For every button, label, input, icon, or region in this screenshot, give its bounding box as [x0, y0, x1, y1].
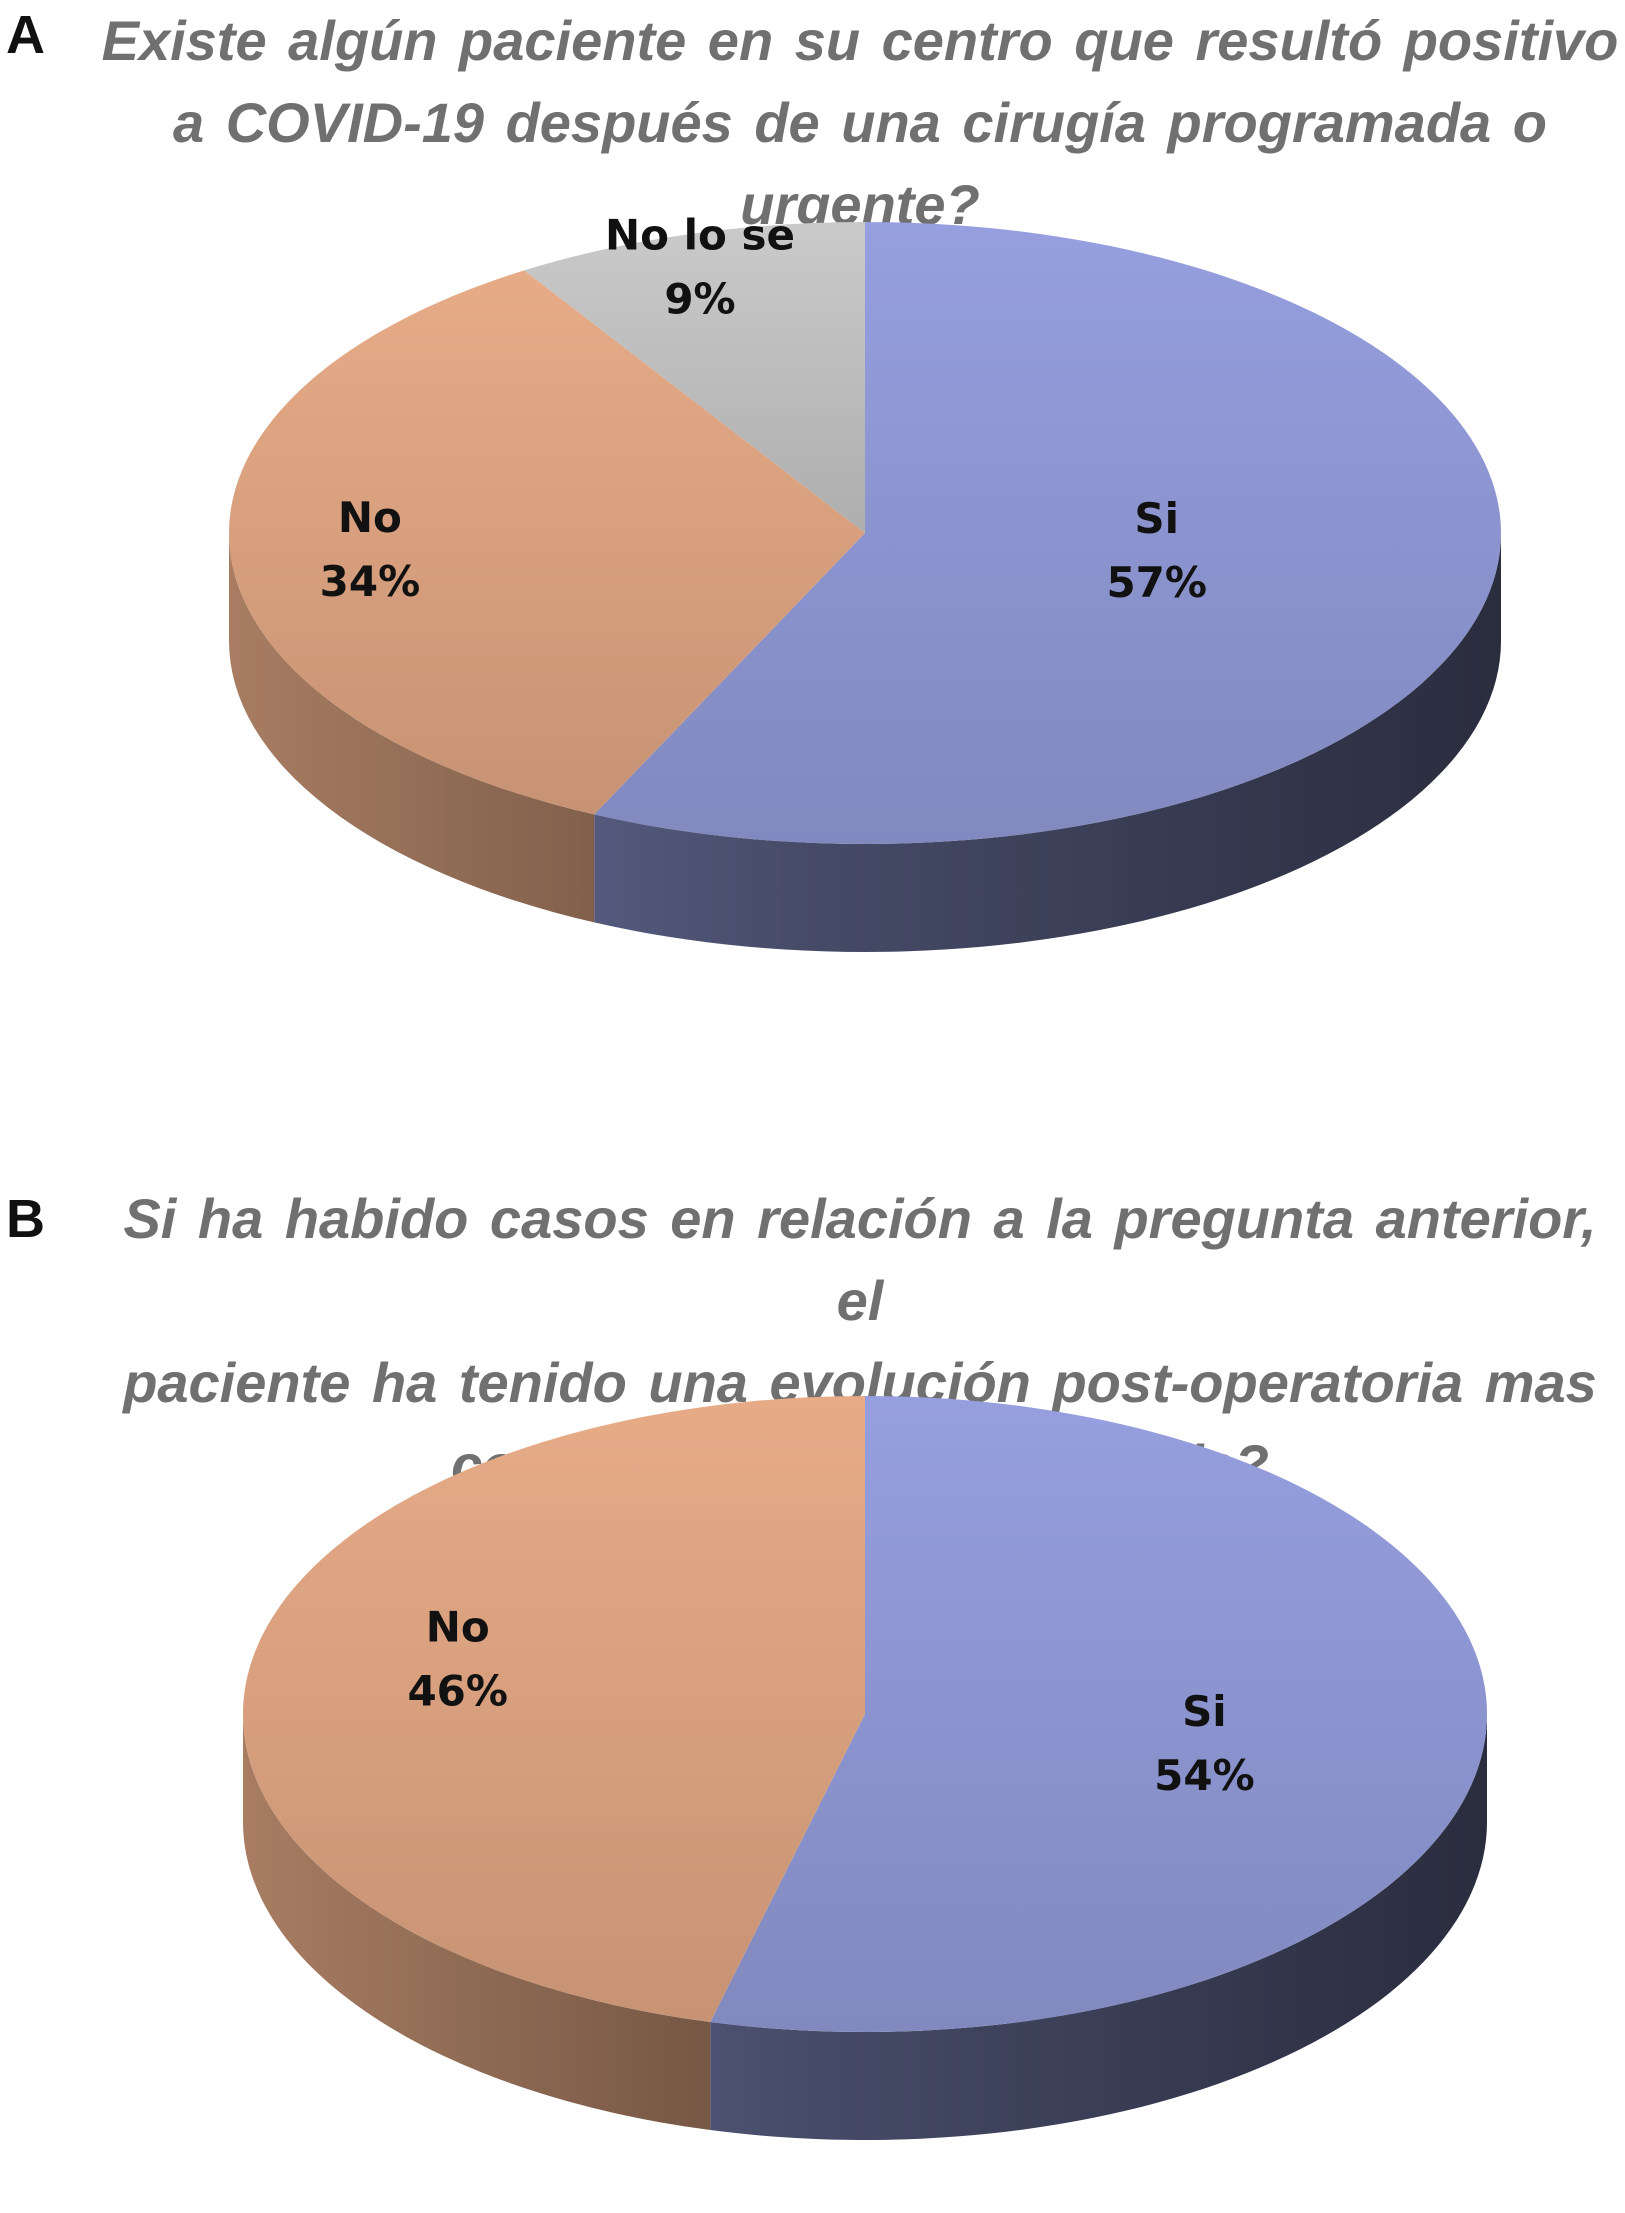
pie-bvalue-no: 46% — [407, 1667, 508, 1716]
pie-bslice-no — [242, 1396, 866, 2023]
pie-aside-si — [594, 533, 1501, 952]
chart-panel-a: A Existe algún paciente en su centro que… — [0, 0, 1625, 1080]
pie-bvalue-si: 54% — [1154, 1751, 1255, 1800]
pie-chart-a: Si 57% No 34% No lo se 9% — [228, 210, 1502, 952]
pie-bslice-si — [710, 1396, 1487, 2032]
pie-alabel-si: Si — [1134, 494, 1179, 543]
chart-title-b-line-1: Si ha habido casos en relación a la preg… — [123, 1187, 1597, 1332]
pie-blabel-si: Si — [1182, 1687, 1227, 1736]
chart-title-a-line-2: a COVID-19 después de una cirugía progra… — [173, 91, 1547, 154]
pie-aslice-no — [228, 270, 865, 815]
pie-alabel-no-lo-se: No lo se — [605, 210, 795, 259]
pie-avalue-si: 57% — [1106, 558, 1207, 607]
pie-bside-no — [242, 1714, 711, 2131]
chart-title-a-line-1: Existe algún paciente en su centro que r… — [101, 9, 1619, 72]
chart-panel-b: B Si ha habido casos en relación a la pr… — [0, 1170, 1625, 2213]
pie-blabel-no: No — [426, 1603, 490, 1652]
pie-bside-si — [710, 1714, 1487, 2140]
panel-letter-b: B — [6, 1189, 45, 1249]
chart-title-a: Existe algún paciente en su centro que r… — [100, 0, 1620, 246]
panel-letter-a: A — [6, 5, 45, 65]
pie-aslice-no-lo-se — [524, 222, 865, 533]
pie-chart-b: Si 54% No 46% — [242, 1396, 1487, 2140]
pie-avalue-no: 34% — [320, 557, 421, 606]
pie-aslice-si — [594, 222, 1502, 845]
pie-aside-no — [228, 533, 595, 923]
pie-alabel-no: No — [338, 493, 402, 542]
pie-avalue-no-lo-se: 9% — [664, 274, 735, 323]
